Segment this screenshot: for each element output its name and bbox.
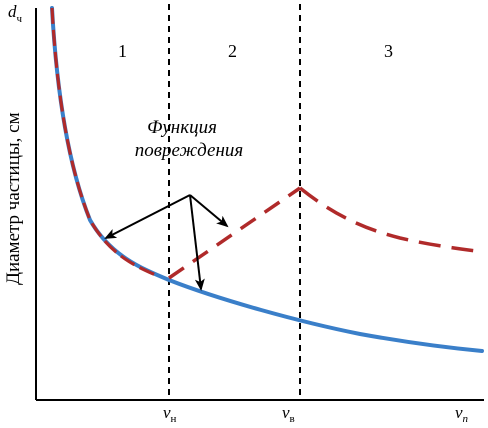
y-axis-top-label: dч — [8, 2, 23, 25]
annotation-arrow-right — [189, 194, 229, 228]
annotation-arrow-down — [189, 194, 205, 291]
damage-curve-region2 — [168, 186, 301, 280]
region-label-3: 3 — [384, 41, 393, 61]
y-axis-label: Диаметр частицы, см — [3, 112, 24, 285]
annotation-line2: повреждения — [135, 140, 243, 161]
x-tick-vp: vп — [455, 403, 469, 425]
damage-curve-region1 — [50, 7, 159, 278]
annotation-line1: Функция — [147, 117, 217, 138]
region-label-2: 2 — [228, 41, 237, 61]
annotation-arrow-left — [104, 194, 191, 239]
x-tick-vn: vн — [163, 403, 177, 425]
x-tick-vv: vв — [282, 403, 295, 425]
region-label-1: 1 — [118, 41, 127, 61]
damage-curve-region3 — [298, 186, 485, 254]
particle-diameter-curve — [50, 6, 484, 353]
